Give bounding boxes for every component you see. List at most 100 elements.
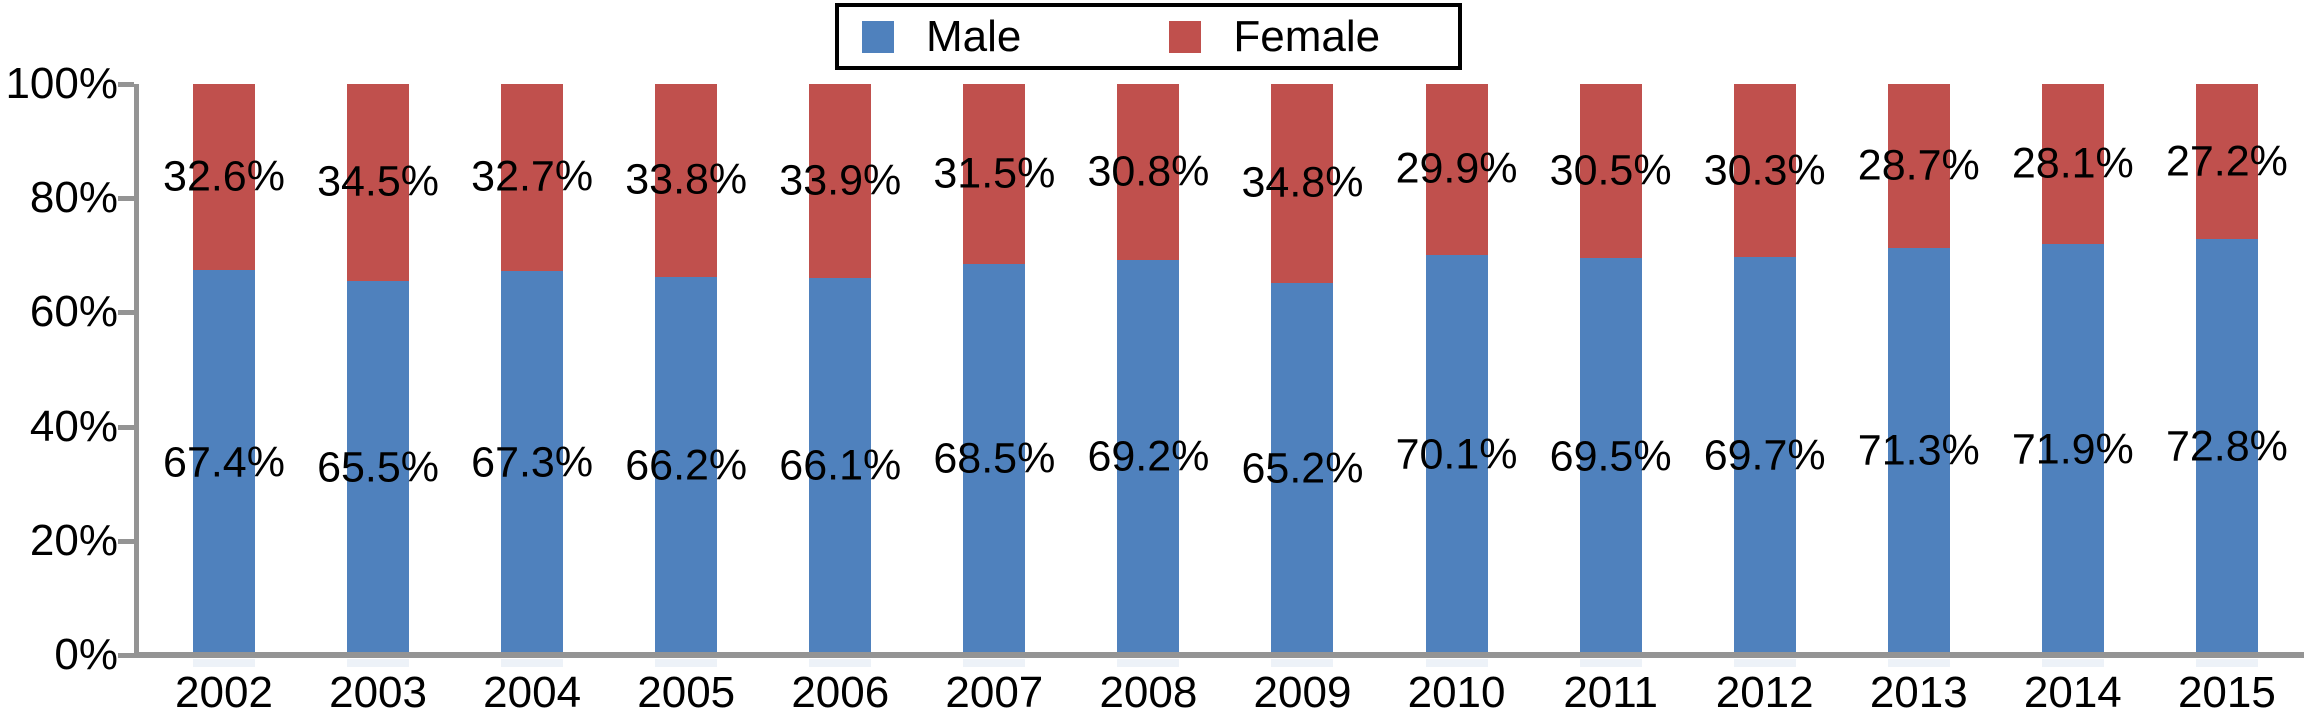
data-label-male: 72.8% — [2165, 422, 2288, 471]
legend-label-female: Female — [1233, 11, 1381, 61]
data-label-male: 71.3% — [1857, 426, 1980, 475]
bar-segment-male — [655, 276, 718, 655]
data-label-female: 33.8% — [625, 155, 748, 204]
y-axis-tick-label: 100% — [5, 59, 118, 108]
y-axis-tick — [118, 424, 134, 430]
male-series-swatch-icon — [862, 20, 894, 53]
bar-segment-female — [1579, 84, 1642, 259]
bar-segment-female — [2195, 84, 2258, 240]
data-label-female: 34.5% — [317, 157, 440, 206]
legend-item-male: Male — [862, 14, 1021, 59]
bar-segment-male — [1579, 258, 1642, 655]
data-label-male: 66.1% — [779, 441, 902, 490]
bar-segment-female — [2041, 84, 2104, 245]
y-axis-tick-label: 20% — [29, 515, 118, 565]
x-axis-category-label: 2014 — [2023, 668, 2122, 717]
x-axis-category-label: 2003 — [329, 668, 428, 717]
bar-segment-male — [501, 270, 564, 655]
y-axis-tick — [118, 653, 134, 658]
data-label-male: 67.3% — [471, 438, 594, 487]
x-axis-category-label: 2010 — [1407, 668, 1506, 717]
bar-segment-female — [1425, 84, 1488, 255]
bar-segment-female — [1117, 84, 1180, 260]
bar-segment-female — [1271, 84, 1334, 283]
bar-shadow — [1117, 659, 1180, 667]
x-axis-category-label: 2008 — [1099, 668, 1198, 717]
x-axis-category-label: 2006 — [791, 668, 890, 717]
bar-segment-female — [963, 84, 1026, 264]
bar-shadow — [1271, 659, 1334, 667]
bar-shadow — [963, 659, 1026, 667]
x-axis-category-label: 2012 — [1715, 668, 1814, 717]
x-axis-category-label: 2007 — [945, 668, 1044, 717]
bar-segment-male — [1733, 257, 1796, 655]
x-axis-category-label: 2002 — [175, 668, 273, 717]
bar-shadow — [1579, 659, 1642, 667]
data-label-male: 69.2% — [1087, 432, 1210, 481]
chart-legend: Male Female — [835, 3, 1462, 70]
bar-segment-male — [2041, 244, 2104, 655]
bar-shadow — [1425, 659, 1488, 667]
bar-shadow — [2041, 659, 2104, 667]
x-axis-category-label: 2009 — [1253, 668, 1352, 717]
bar-shadow — [2195, 659, 2258, 667]
bar-segment-female — [655, 84, 718, 277]
data-label-female: 32.6% — [163, 152, 285, 201]
data-label-male: 67.4% — [163, 438, 285, 487]
data-label-female: 29.9% — [1395, 144, 1518, 193]
x-axis-category-label: 2011 — [1563, 668, 1658, 717]
y-axis-tick-label: 80% — [29, 173, 118, 223]
bar-segment-male — [1117, 259, 1180, 655]
y-axis-tick-label: 60% — [29, 287, 118, 337]
bar-segment-female — [809, 84, 872, 278]
bar-shadow — [501, 659, 564, 667]
bar-segment-male — [809, 277, 872, 655]
data-label-male: 69.5% — [1549, 432, 1672, 481]
data-label-female: 28.1% — [2011, 139, 2134, 188]
y-axis-line — [134, 84, 139, 655]
data-label-male: 65.5% — [317, 443, 440, 492]
bar-shadow — [347, 659, 410, 667]
bar-segment-male — [1271, 282, 1334, 655]
x-axis-line — [134, 652, 2304, 658]
y-axis-tick-label: 0% — [54, 630, 118, 679]
y-axis-tick — [118, 538, 134, 544]
x-axis-category-label: 2004 — [483, 668, 582, 717]
data-label-male: 68.5% — [933, 434, 1056, 483]
data-label-female: 34.8% — [1241, 158, 1364, 207]
female-series-swatch-icon — [1169, 20, 1202, 53]
bar-shadow — [655, 659, 718, 667]
data-label-female: 31.5% — [933, 149, 1056, 198]
x-axis-category-label: 2013 — [1869, 668, 1968, 717]
bar-segment-female — [193, 84, 255, 271]
bar-segment-male — [1425, 254, 1488, 655]
data-label-female: 30.5% — [1549, 146, 1672, 195]
data-label-female: 32.7% — [471, 152, 594, 201]
data-label-female: 30.8% — [1087, 147, 1210, 196]
y-axis-tick — [118, 82, 134, 87]
legend-item-female: Female — [1169, 11, 1381, 61]
y-axis-tick — [118, 196, 134, 202]
data-label-female: 27.2% — [2165, 137, 2288, 186]
y-axis-tick-label: 40% — [29, 401, 118, 451]
data-label-female: 28.7% — [1857, 141, 1980, 190]
x-axis-category-label: 2005 — [637, 668, 736, 717]
data-label-male: 70.1% — [1395, 430, 1518, 479]
data-label-male: 66.2% — [625, 441, 748, 490]
bar-segment-male — [347, 280, 410, 655]
bar-segment-female — [347, 84, 410, 281]
bar-segment-male — [193, 270, 255, 655]
bar-segment-male — [2195, 239, 2258, 655]
bar-segment-male — [963, 263, 1026, 655]
y-axis-tick — [118, 310, 134, 316]
bar-shadow — [1733, 659, 1796, 667]
data-label-female: 30.3% — [1703, 146, 1826, 194]
data-label-male: 69.7% — [1703, 431, 1826, 480]
bar-shadow — [1887, 659, 1950, 667]
bar-segment-female — [501, 84, 564, 271]
bar-shadow — [809, 659, 872, 667]
data-label-male: 65.2% — [1241, 444, 1364, 493]
data-label-male: 71.9% — [2011, 425, 2134, 474]
x-axis-category-label: 2015 — [2177, 668, 2276, 717]
